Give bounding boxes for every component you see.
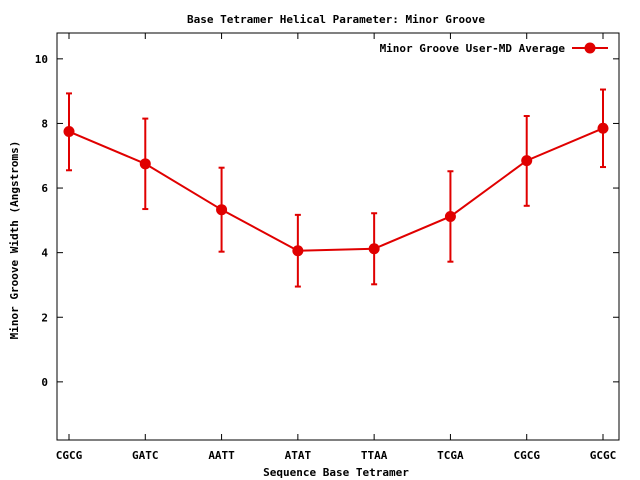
data-point bbox=[597, 122, 609, 134]
series-line bbox=[68, 127, 604, 252]
x-tick-label: CGCG bbox=[513, 449, 540, 462]
y-tick-label: 6 bbox=[41, 182, 48, 195]
plot-frame bbox=[56, 32, 620, 441]
x-tick-label: TCGA bbox=[437, 449, 464, 462]
y-tick-label: 2 bbox=[41, 311, 48, 324]
legend: Minor Groove User-MD Average bbox=[380, 42, 608, 55]
chart-title: Base Tetramer Helical Parameter: Minor G… bbox=[187, 13, 485, 26]
data-point bbox=[63, 126, 75, 138]
data-point bbox=[368, 243, 380, 255]
x-tick-label: GCGC bbox=[590, 449, 617, 462]
x-axis: CGCG GATC AATT ATAT TTAA TCGA CGCG GCGC bbox=[56, 33, 617, 462]
y-tick-label: 8 bbox=[41, 117, 48, 130]
x-tick-label: AATT bbox=[208, 449, 235, 462]
x-tick-label: GATC bbox=[132, 449, 159, 462]
data-point bbox=[444, 210, 456, 222]
y-axis-label: Minor Groove Width (Angstroms) bbox=[8, 141, 21, 340]
x-tick-label: CGCG bbox=[56, 449, 83, 462]
y-tick-label: 10 bbox=[35, 53, 48, 66]
data-point bbox=[216, 204, 228, 216]
data-point bbox=[521, 155, 533, 167]
series-layer bbox=[63, 88, 609, 288]
legend-marker-swatch bbox=[584, 42, 596, 54]
x-axis-label: Sequence Base Tetramer bbox=[263, 466, 409, 479]
data-point bbox=[139, 158, 151, 170]
x-tick-label: ATAT bbox=[285, 449, 312, 462]
data-point bbox=[292, 245, 304, 257]
y-tick-label: 0 bbox=[41, 376, 48, 389]
y-tick-label: 4 bbox=[41, 247, 48, 260]
y-axis: 0 2 4 6 8 10 bbox=[35, 53, 619, 389]
legend-entry-label: Minor Groove User-MD Average bbox=[380, 42, 566, 55]
x-tick-label: TTAA bbox=[361, 449, 388, 462]
